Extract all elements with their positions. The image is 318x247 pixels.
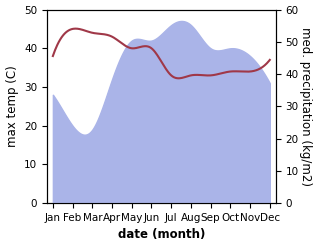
Y-axis label: max temp (C): max temp (C) bbox=[5, 65, 18, 147]
X-axis label: date (month): date (month) bbox=[118, 228, 205, 242]
Y-axis label: med. precipitation (kg/m2): med. precipitation (kg/m2) bbox=[300, 27, 313, 186]
